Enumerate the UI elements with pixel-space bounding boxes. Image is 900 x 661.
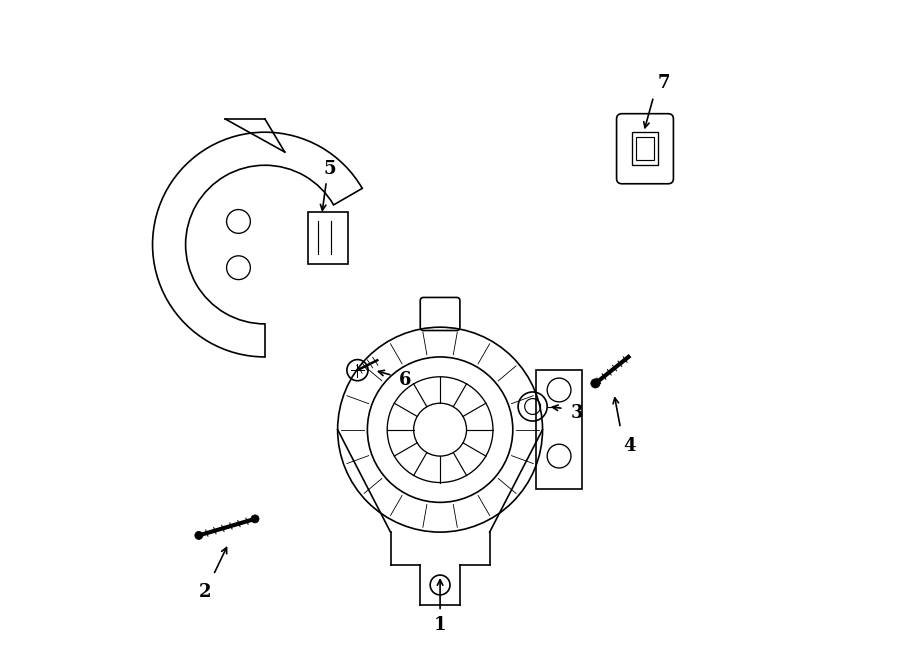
Text: 3: 3 [571, 404, 583, 422]
Circle shape [590, 379, 600, 388]
Text: 5: 5 [323, 159, 336, 178]
Circle shape [195, 531, 203, 539]
Text: 4: 4 [624, 437, 636, 455]
Bar [632, 132, 658, 165]
Text: 2: 2 [199, 582, 212, 601]
Bar [308, 212, 347, 264]
Text: 6: 6 [399, 371, 411, 389]
Text: 1: 1 [434, 615, 446, 634]
Text: 7: 7 [657, 73, 670, 92]
Bar [536, 370, 582, 489]
Bar [636, 137, 653, 160]
Circle shape [251, 515, 259, 523]
